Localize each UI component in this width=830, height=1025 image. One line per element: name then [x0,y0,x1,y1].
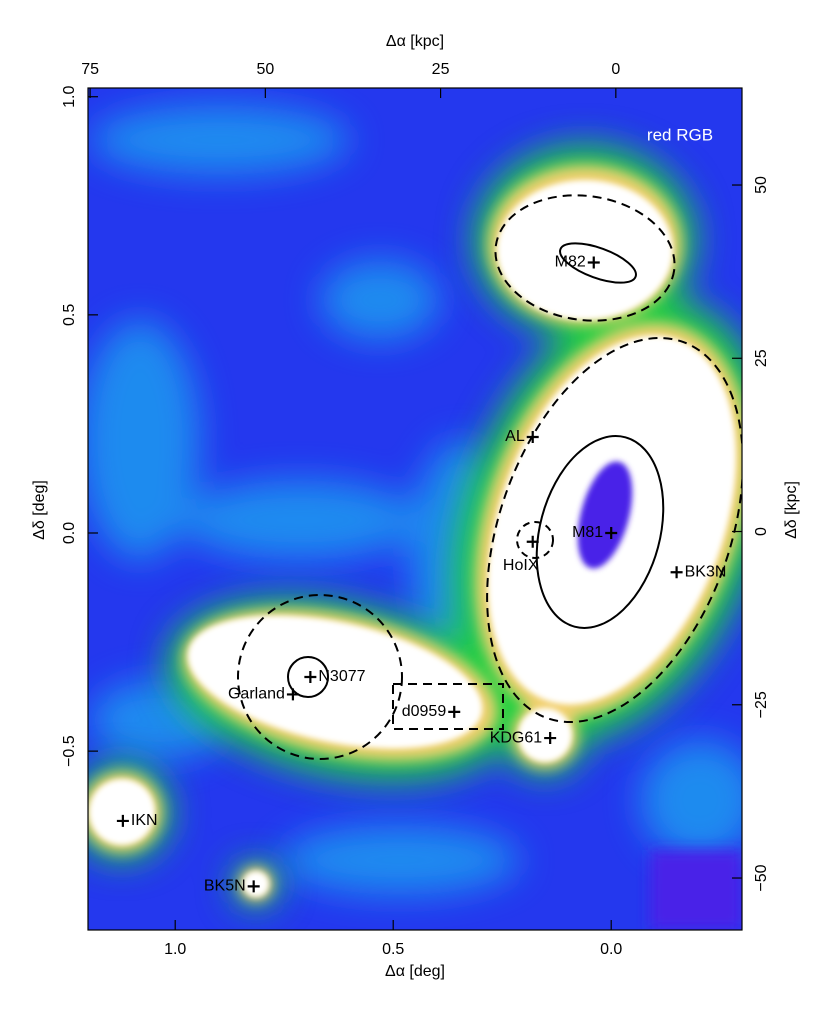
object-marker [670,566,683,579]
plot-frame [87,87,743,931]
object-label: M81 [572,524,603,541]
y-axis-title: Δδ [deg] [31,480,48,540]
x-axis-title: Δα [deg] [385,963,445,980]
y-tick-label: 0.0 [61,522,78,544]
object-label: Garland [228,686,285,703]
y-tick-label: 0.5 [61,304,78,326]
y-tick-label: 1.0 [61,86,78,108]
object-label: KDG61 [490,729,543,746]
y2-tick-label: 50 [753,176,770,194]
annotation: red RGB [647,125,713,144]
object-label: d0959 [402,703,447,720]
object-marker [526,535,539,548]
object-marker [587,256,600,269]
x2-tick-label: 25 [432,61,450,78]
object-label: IKN [131,812,158,829]
y2-tick-label: 25 [753,349,770,367]
x-tick-label: 0.5 [382,941,404,958]
object-label: HoIX [503,557,539,574]
object-marker [116,814,129,827]
object-marker [526,431,539,444]
y2-tick-label: −25 [753,691,770,718]
object-marker [286,688,299,701]
object-marker [448,705,461,718]
object-marker [544,732,557,745]
x2-tick-label: 0 [611,61,620,78]
object-label: BK5N [204,878,246,895]
object-label: M82 [555,254,586,271]
x2-tick-label: 75 [81,61,99,78]
object-marker [304,670,317,683]
y2-tick-label: 0 [753,527,770,536]
x-tick-label: 1.0 [164,941,186,958]
y2-tick-label: −50 [753,864,770,891]
object-marker [247,880,260,893]
x-tick-label: 0.0 [600,941,622,958]
y2-axis-title: Δδ [kpc] [783,481,800,539]
object-marker [605,526,618,539]
object-label: AL [505,428,525,445]
x2-axis-title: Δα [kpc] [386,33,444,50]
object-label: N3077 [318,668,365,685]
x2-tick-label: 50 [256,61,274,78]
y-tick-label: −0.5 [61,735,78,767]
density-map [88,88,742,930]
object-label: BK3N [685,563,727,580]
